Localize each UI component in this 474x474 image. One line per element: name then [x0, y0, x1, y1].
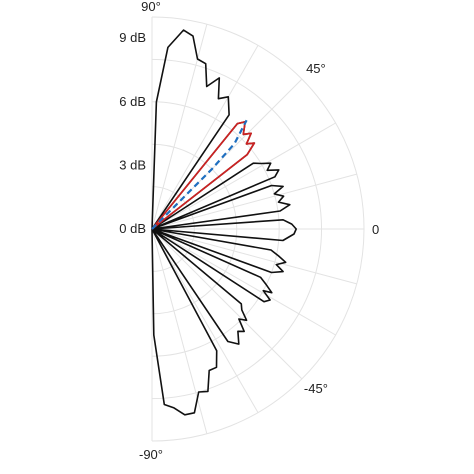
grid-spoke: [151, 228, 357, 285]
angle-tick-label: 90°: [141, 0, 161, 14]
grid-spoke: [151, 45, 259, 230]
series-blue-line: [151, 119, 248, 230]
grid-spoke: [151, 173, 357, 230]
grid-spoke: [151, 122, 336, 230]
angle-tick-label: -45°: [304, 381, 328, 396]
angle-tick-label: -90°: [139, 447, 163, 462]
angle-tick-label: 0: [372, 222, 379, 237]
angle-tick-label: 45°: [306, 61, 326, 76]
axis-labels: 0 dB 3 dB 6 dB 9 dB 90° 45° 0 -45° -90°: [119, 0, 379, 462]
series-layer: [151, 29, 297, 416]
polar-grid: [151, 16, 365, 442]
grid-spoke: [151, 228, 259, 413]
radial-tick-label: 9 dB: [119, 30, 146, 45]
radial-tick-label: 6 dB: [119, 94, 146, 109]
radial-tick-label: 0 dB: [119, 221, 146, 236]
series-black-line: [151, 29, 297, 416]
grid-spoke: [151, 228, 303, 380]
grid-spoke: [151, 228, 336, 336]
series-red-line: [151, 120, 256, 230]
radial-tick-label: 3 dB: [119, 157, 146, 172]
